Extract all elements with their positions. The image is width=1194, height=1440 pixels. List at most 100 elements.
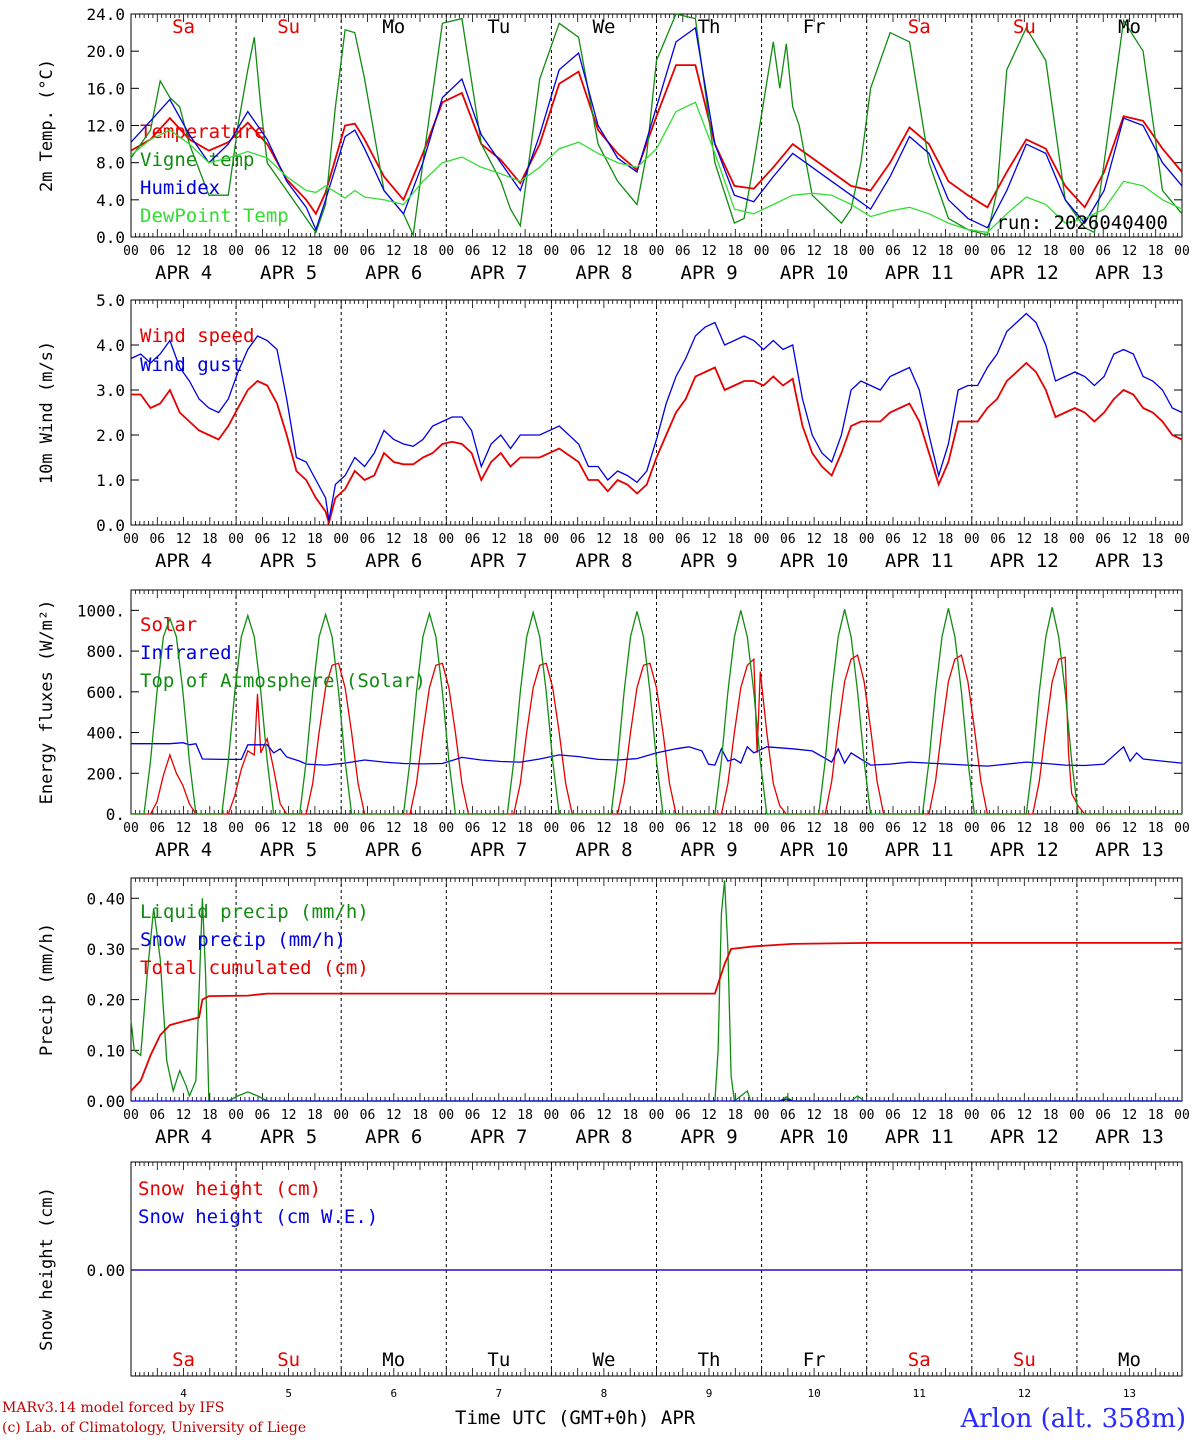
x-date-label-precip: APR 4: [155, 1126, 212, 1148]
x-hour-label-wind: 06: [570, 532, 586, 547]
x-hour-label-temp: 12: [386, 244, 402, 259]
x-hour-label-precip: 18: [412, 1108, 428, 1123]
x-hour-label-energy: 00: [649, 821, 665, 836]
x-hour-label-precip: 12: [596, 1108, 612, 1123]
y-tick-label-energy: 1000.: [77, 601, 125, 620]
x-hour-label-energy: 12: [1122, 821, 1138, 836]
x-hour-label-end-wind: 00: [1174, 532, 1190, 547]
x-date-label-energy: APR 9: [680, 839, 737, 861]
x-hour-label-wind: 00: [964, 532, 980, 547]
x-hour-label-precip: 18: [727, 1108, 743, 1123]
x-hour-label-wind: 18: [938, 532, 954, 547]
y-tick-label-wind: 3.0: [96, 381, 125, 400]
weekday-label-bottom: Sa: [172, 1349, 195, 1371]
x-hour-label-wind: 12: [596, 532, 612, 547]
legend-entry-precip-0: Liquid precip (mm/h): [140, 901, 369, 923]
weekday-label-top: Th: [698, 16, 721, 38]
x-hour-label-precip: 00: [754, 1108, 770, 1123]
x-hour-label-precip: 06: [885, 1108, 901, 1123]
weekday-label-bottom: Su: [1013, 1349, 1036, 1371]
x-date-label-temp: APR 8: [575, 262, 632, 284]
x-date-label-wind: APR 7: [470, 550, 527, 572]
x-hour-label-temp: 00: [228, 244, 244, 259]
x-date-label-temp: APR 5: [260, 262, 317, 284]
y-tick-label-temp: 4.0: [96, 191, 125, 210]
y-tick-label-snow: 0.00: [86, 1261, 125, 1280]
x-ticks-energy: [130, 590, 1183, 814]
x-hour-label-precip: 12: [1017, 1108, 1033, 1123]
x-hour-label-energy: 00: [754, 821, 770, 836]
x-hour-label-wind: 12: [806, 532, 822, 547]
x-hour-label-temp: 12: [806, 244, 822, 259]
x-hour-label-wind: 00: [1069, 532, 1085, 547]
x-hour-label-energy: 00: [123, 821, 139, 836]
x-hour-label-wind: 00: [438, 532, 454, 547]
x-hour-label-wind: 18: [622, 532, 638, 547]
x-hour-label-wind: 00: [544, 532, 560, 547]
x-hour-label-temp: 00: [438, 244, 454, 259]
x-hour-label-precip: 18: [307, 1108, 323, 1123]
series-wind-1: [130, 312, 1183, 521]
weekday-label-bottom: Sa: [908, 1349, 931, 1371]
x-hour-label-precip: 00: [859, 1108, 875, 1123]
legend-entry-energy-2: Top of Atmosphere (Solar): [140, 670, 426, 692]
x-hour-label-energy: 06: [255, 821, 271, 836]
x-hour-label-temp: 18: [1043, 244, 1059, 259]
legend-entry-energy-0: Solar: [140, 614, 197, 636]
x-hour-label-energy: 00: [438, 821, 454, 836]
y-tick-label-temp: 24.0: [86, 5, 125, 24]
x-hour-label-temp: 06: [360, 244, 376, 259]
y-tick-label-wind: 5.0: [96, 291, 125, 310]
series-precip-1: [131, 1098, 1182, 1102]
weekday-label-top: Sa: [172, 16, 195, 38]
x-date-label-wind: APR 4: [155, 550, 212, 572]
x-hour-label-wind: 06: [780, 532, 796, 547]
x-hour-label-temp: 06: [149, 244, 165, 259]
x-hour-label-energy: 06: [990, 821, 1006, 836]
x-date-label-precip: APR 8: [575, 1126, 632, 1148]
x-hour-label-wind: 00: [649, 532, 665, 547]
y-axis-label-wind: 10m Wind (m/s): [37, 341, 57, 484]
x-hour-label-wind: 06: [255, 532, 271, 547]
x-hour-label-temp: 00: [123, 244, 139, 259]
x-axis-title-text: Time UTC (GMT+0h): [455, 1407, 650, 1429]
x-hour-label-temp: 06: [465, 244, 481, 259]
y-tick-label-energy: 0.: [106, 805, 125, 824]
x-hour-label-temp: 18: [833, 244, 849, 259]
x-date-label-wind: APR 9: [680, 550, 737, 572]
x-hour-label-energy: 06: [780, 821, 796, 836]
x-date-label-energy: APR 11: [885, 839, 954, 861]
x-hour-label-energy: 18: [833, 821, 849, 836]
x-date-label-precip: APR 6: [365, 1126, 422, 1148]
x-hour-label-precip: 18: [1043, 1108, 1059, 1123]
x-hour-label-energy: 18: [1148, 821, 1164, 836]
x-hour-label-temp: 18: [938, 244, 954, 259]
x-hour-label-precip: 06: [360, 1108, 376, 1123]
x-hour-label-temp: 18: [412, 244, 428, 259]
weekday-label-bottom: Mo: [382, 1349, 405, 1371]
x-hour-label-energy: 18: [727, 821, 743, 836]
x-hour-label-precip: 18: [202, 1108, 218, 1123]
day-number-label: 12: [1018, 1387, 1031, 1400]
x-hour-label-temp: 00: [544, 244, 560, 259]
y-tick-label-energy: 400.: [86, 724, 125, 743]
panel-frame-temp: [130, 13, 1183, 238]
x-date-label-wind: APR 13: [1095, 550, 1164, 572]
x-date-label-temp: APR 9: [680, 262, 737, 284]
y-tick-label-wind: 2.0: [96, 426, 125, 445]
x-hour-label-energy: 06: [360, 821, 376, 836]
x-hour-label-energy: 06: [149, 821, 165, 836]
x-ticks-precip: [130, 878, 1183, 1101]
x-hour-label-energy: 18: [307, 821, 323, 836]
x-hour-label-energy: 00: [544, 821, 560, 836]
x-hour-label-temp: 00: [649, 244, 665, 259]
series-precip-2: [130, 942, 1182, 1092]
x-hour-label-temp: 12: [281, 244, 297, 259]
x-hour-label-precip: 06: [465, 1108, 481, 1123]
day-number-label: 8: [601, 1387, 608, 1400]
x-hour-label-temp: 06: [255, 244, 271, 259]
x-hour-label-energy: 18: [622, 821, 638, 836]
x-hour-label-energy: 06: [465, 821, 481, 836]
y-tick-label-temp: 12.0: [86, 117, 125, 136]
day-number-label: 11: [913, 1387, 926, 1400]
